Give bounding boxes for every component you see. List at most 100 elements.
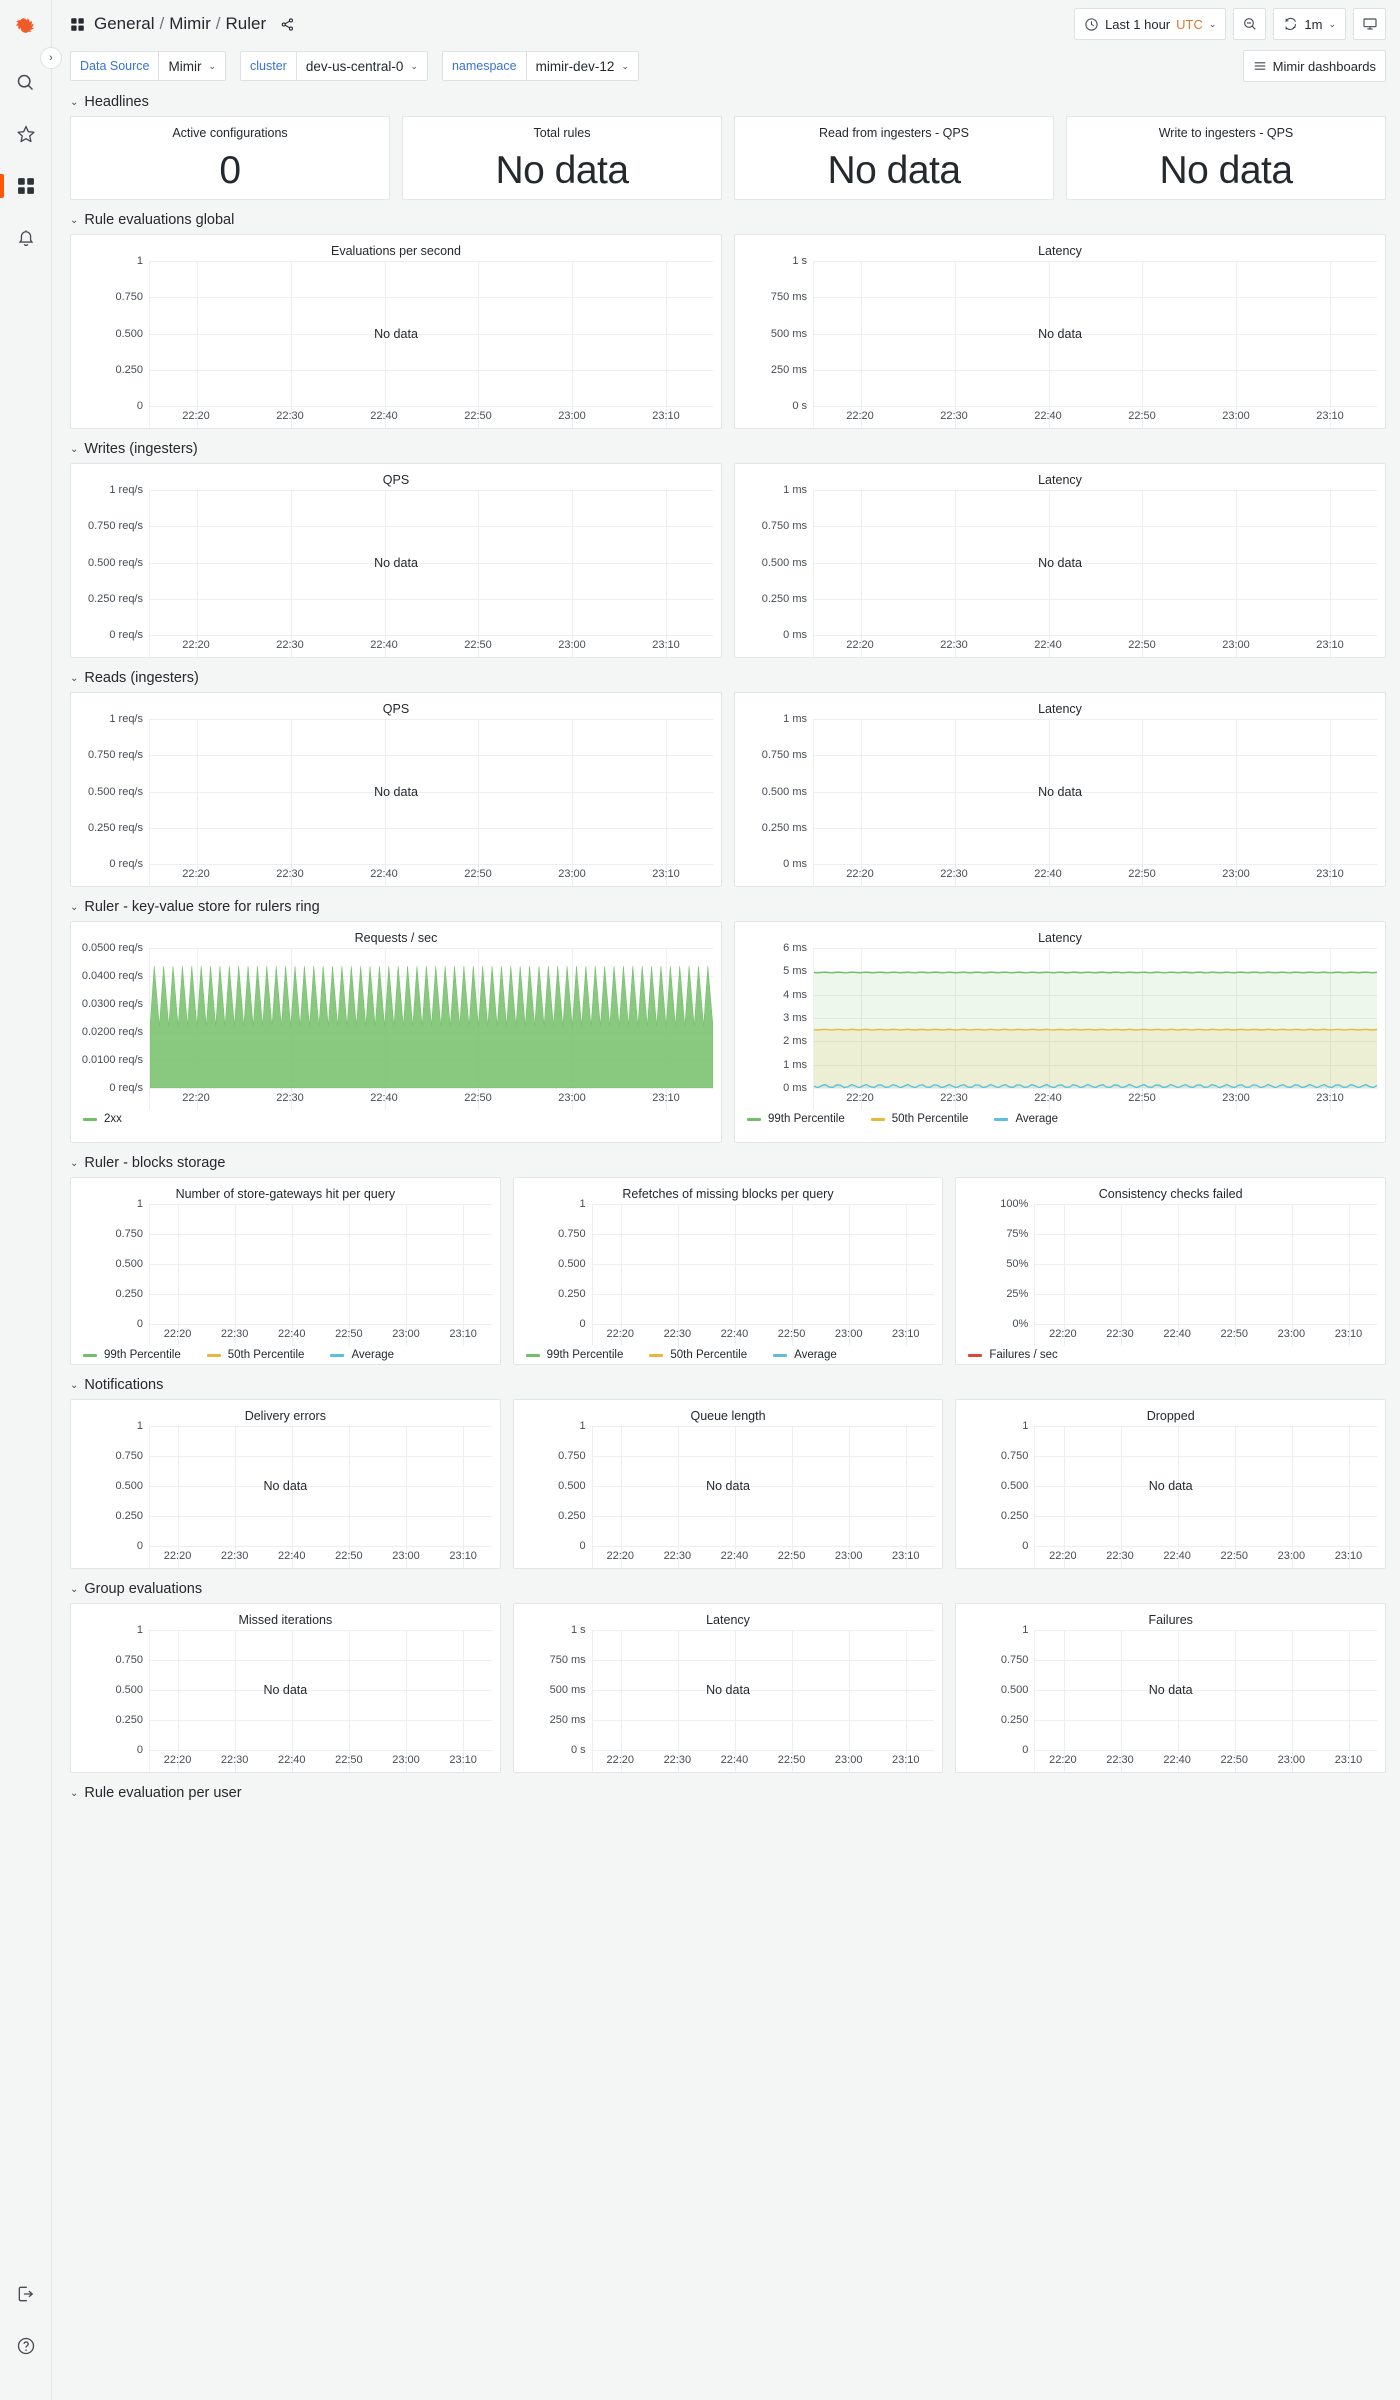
plot-area[interactable]: 6 ms 5 ms 4 ms 3 ms 2 ms 1 ms 0 ms 22:20 22:30 22… xyxy=(735,942,1385,1110)
dashboards-link-wrap: Mimir dashboards xyxy=(1242,50,1386,82)
sidebar-expand-button[interactable]: › xyxy=(40,47,62,69)
plot-area[interactable]: 1 req/s 0.750 req/s 0.500 req/s 0.250 req/s… xyxy=(71,484,721,657)
plot-area[interactable]: 1 0.750 0.500 0.250 0 22:20 22:30 22:40 22:50 23:… xyxy=(71,1420,500,1568)
sidebar-item-dashboards[interactable] xyxy=(0,160,52,212)
legend-item[interactable]: 50th Percentile xyxy=(870,1113,968,1125)
plot-area[interactable]: 100% 75% 50% 25% 0% 22:20 22:30 22:40 22:50 23:00… xyxy=(956,1198,1385,1346)
plot-area[interactable]: 1 0.750 0.500 0.250 0 22:20 22:30 22:40 22:50 23:… xyxy=(956,1420,1385,1568)
plot-grid xyxy=(149,1204,492,1346)
legend-item[interactable]: 99th Percentile xyxy=(747,1113,845,1125)
y-axis-tick: 0 xyxy=(1022,1540,1029,1552)
share-icon[interactable] xyxy=(280,17,295,32)
plot-area[interactable]: 1 req/s 0.750 req/s 0.500 req/s 0.250 req/s… xyxy=(71,713,721,886)
timezone-label: UTC xyxy=(1176,16,1203,32)
sidebar-item-starred[interactable] xyxy=(0,108,52,160)
grid-line-horizontal xyxy=(814,334,1377,335)
panel[interactable]: Evaluations per second 1 0.750 0.500 0.250 0 2… xyxy=(70,234,722,429)
panel[interactable]: Latency 1 ms 0.750 ms 0.500 ms 0.250 ms 0 ms 2… xyxy=(734,463,1386,658)
row-header-group-evaluations[interactable]: ⌄ Group evaluations xyxy=(70,1575,1386,1603)
x-axis-tick: 23:00 xyxy=(558,410,586,422)
row-header-rule-evaluations-global[interactable]: ⌄ Rule evaluations global xyxy=(70,206,1386,234)
sidebar-item-help[interactable] xyxy=(0,2320,52,2372)
legend-item[interactable]: Average xyxy=(994,1113,1058,1125)
y-axis: 1 0.750 0.500 0.250 0 xyxy=(514,1420,592,1568)
no-data-message: No data xyxy=(1148,1683,1193,1697)
row-header-writes-ingesters[interactable]: ⌄ Writes (ingesters) xyxy=(70,435,1386,463)
variable-cluster: cluster dev-us-central-0 ⌄ xyxy=(240,51,428,81)
plot-area[interactable]: 1 s 750 ms 500 ms 250 ms 0 s 22:20 22:30 22:40 2… xyxy=(735,255,1385,428)
plot-area[interactable]: 1 0.750 0.500 0.250 0 22:20 22:30 22:40 22:50 23:… xyxy=(71,1624,500,1772)
panel[interactable]: QPS 1 req/s 0.750 req/s 0.500 req/s 0.250 re… xyxy=(70,463,722,658)
sidebar-item-search[interactable] xyxy=(0,56,52,108)
panel[interactable]: Requests / sec 0.0500 req/s 0.0400 req/s 0.… xyxy=(70,921,722,1143)
legend-item[interactable]: Failures / sec xyxy=(968,1349,1058,1361)
x-axis: 22:20 22:30 22:40 22:50 23:00 23:10 xyxy=(149,1088,713,1108)
x-axis-tick: 23:10 xyxy=(892,1550,920,1562)
stat-panel[interactable]: Write to ingesters - QPS No data xyxy=(1066,116,1386,200)
legend-item[interactable]: 50th Percentile xyxy=(206,1349,304,1361)
legend-item[interactable]: 99th Percentile xyxy=(83,1349,181,1361)
legend-item[interactable]: 2xx xyxy=(83,1113,122,1125)
plot-area[interactable]: 1 0.750 0.500 0.250 0 22:20 22:30 22:40 22:50 23:… xyxy=(514,1198,943,1346)
panel[interactable]: Latency 1 s 750 ms 500 ms 250 ms 0 s 22:20 22:3… xyxy=(512,1603,944,1773)
sidebar-item-alerting[interactable] xyxy=(0,212,52,264)
panel[interactable]: QPS 1 req/s 0.750 req/s 0.500 req/s 0.250 re… xyxy=(70,692,722,887)
plot-area[interactable]: 0.0500 req/s 0.0400 req/s 0.0300 req/s 0.02… xyxy=(71,942,721,1110)
x-axis-tick: 22:50 xyxy=(335,1328,363,1340)
panel[interactable]: Latency 6 ms 5 ms 4 ms 3 ms 2 ms 1 ms 0 ms 22:20… xyxy=(734,921,1386,1143)
legend-item[interactable]: 50th Percentile xyxy=(649,1349,747,1361)
breadcrumb-separator-2: / xyxy=(215,14,221,33)
grid-line-horizontal xyxy=(150,976,713,977)
plot-area[interactable]: 1 0.750 0.500 0.250 0 22:20 22:30 22:40 22:50 23:… xyxy=(514,1420,943,1568)
variable-cluster-select[interactable]: dev-us-central-0 ⌄ xyxy=(295,51,428,81)
grafana-logo-icon[interactable] xyxy=(0,0,52,56)
panel[interactable]: Latency 1 ms 0.750 ms 0.500 ms 0.250 ms 0 ms 2… xyxy=(734,692,1386,887)
row-header-ruler-kv-store[interactable]: ⌄ Ruler - key-value store for rulers ring xyxy=(70,893,1386,921)
legend-item[interactable]: Average xyxy=(773,1349,837,1361)
panel[interactable]: Refetches of missing blocks per query 1 0.… xyxy=(512,1177,944,1365)
stat-panel[interactable]: Active configurations 0 xyxy=(70,116,390,200)
mimir-dashboards-button[interactable]: Mimir dashboards xyxy=(1242,50,1386,82)
row-header-rule-evaluation-per-user[interactable]: ⌄ Rule evaluation per user xyxy=(70,1779,1386,1807)
panel[interactable]: Latency 1 s 750 ms 500 ms 250 ms 0 s 22:20 22:3… xyxy=(734,234,1386,429)
y-axis: 1 ms 0.750 ms 0.500 ms 0.250 ms 0 ms xyxy=(735,713,813,886)
sidebar-item-sign-in[interactable] xyxy=(0,2268,52,2320)
zoom-out-icon xyxy=(1242,16,1258,32)
panel[interactable]: Failures 1 0.750 0.500 0.250 0 22:20 22:30 22:40… xyxy=(955,1603,1387,1773)
row-header-notifications[interactable]: ⌄ Notifications xyxy=(70,1371,1386,1399)
stat-panel[interactable]: Read from ingesters - QPS No data xyxy=(734,116,1054,200)
plot-area[interactable]: 1 ms 0.750 ms 0.500 ms 0.250 ms 0 ms 22:20 22:… xyxy=(735,713,1385,886)
breadcrumb-section[interactable]: Mimir xyxy=(169,14,211,33)
zoom-out-button[interactable] xyxy=(1233,8,1267,40)
panel[interactable]: Dropped 1 0.750 0.500 0.250 0 22:20 22:30 22:40 2… xyxy=(955,1399,1387,1569)
plot-area[interactable]: 1 0.750 0.500 0.250 0 22:20 22:30 22:40 22:50 23:… xyxy=(71,255,721,428)
panel[interactable]: Consistency checks failed 100% 75% 50% 25% 0%… xyxy=(955,1177,1387,1365)
y-axis-tick: 0.500 req/s xyxy=(87,556,143,569)
grid-line-vertical xyxy=(1177,1630,1179,1772)
plot-area[interactable]: 1 ms 0.750 ms 0.500 ms 0.250 ms 0 ms 22:20 22:… xyxy=(735,484,1385,657)
plot-area[interactable]: 1 0.750 0.500 0.250 0 22:20 22:30 22:40 22:50 23:… xyxy=(956,1624,1385,1772)
legend-item[interactable]: 99th Percentile xyxy=(525,1349,623,1361)
time-range-picker[interactable]: Last 1 hour UTC ⌄ xyxy=(1074,8,1227,40)
legend-item[interactable]: Average xyxy=(330,1349,394,1361)
breadcrumb-dashboard[interactable]: Ruler xyxy=(225,14,267,33)
row-header-ruler-blocks-storage[interactable]: ⌄ Ruler - blocks storage xyxy=(70,1149,1386,1177)
panel[interactable]: Number of store-gateways hit per query 1 0… xyxy=(70,1177,501,1365)
breadcrumb-folder[interactable]: General xyxy=(94,14,155,33)
no-data-message: No data xyxy=(1038,784,1082,799)
panel[interactable]: Missed iterations 1 0.750 0.500 0.250 0 22:20 2… xyxy=(70,1603,501,1773)
grid-line-vertical xyxy=(235,1426,237,1568)
row-header-reads-ingesters[interactable]: ⌄ Reads (ingesters) xyxy=(70,664,1386,692)
row-header-headlines[interactable]: ⌄ Headlines xyxy=(70,88,1386,116)
x-axis-tick: 23:00 xyxy=(834,1754,863,1766)
panel-row-headlines: Active configurations 0 Total rules No data… xyxy=(70,116,1386,200)
stat-panel[interactable]: Total rules No data xyxy=(402,116,722,200)
plot-area[interactable]: 1 s 750 ms 500 ms 250 ms 0 s 22:20 22:30 22:40 2… xyxy=(514,1624,943,1772)
panel[interactable]: Queue length 1 0.750 0.500 0.250 0 22:20 22:30 2… xyxy=(512,1399,944,1569)
plot-area[interactable]: 1 0.750 0.500 0.250 0 22:20 22:30 22:40 22:50 23:… xyxy=(71,1198,500,1346)
refresh-picker[interactable]: 1m ⌄ xyxy=(1273,8,1346,40)
panel[interactable]: Delivery errors 1 0.750 0.500 0.250 0 22:20 22:… xyxy=(70,1399,501,1569)
variable-datasource-select[interactable]: Mimir ⌄ xyxy=(158,51,227,81)
kiosk-mode-button[interactable] xyxy=(1353,8,1386,40)
variable-namespace-select[interactable]: mimir-dev-12 ⌄ xyxy=(525,51,639,81)
